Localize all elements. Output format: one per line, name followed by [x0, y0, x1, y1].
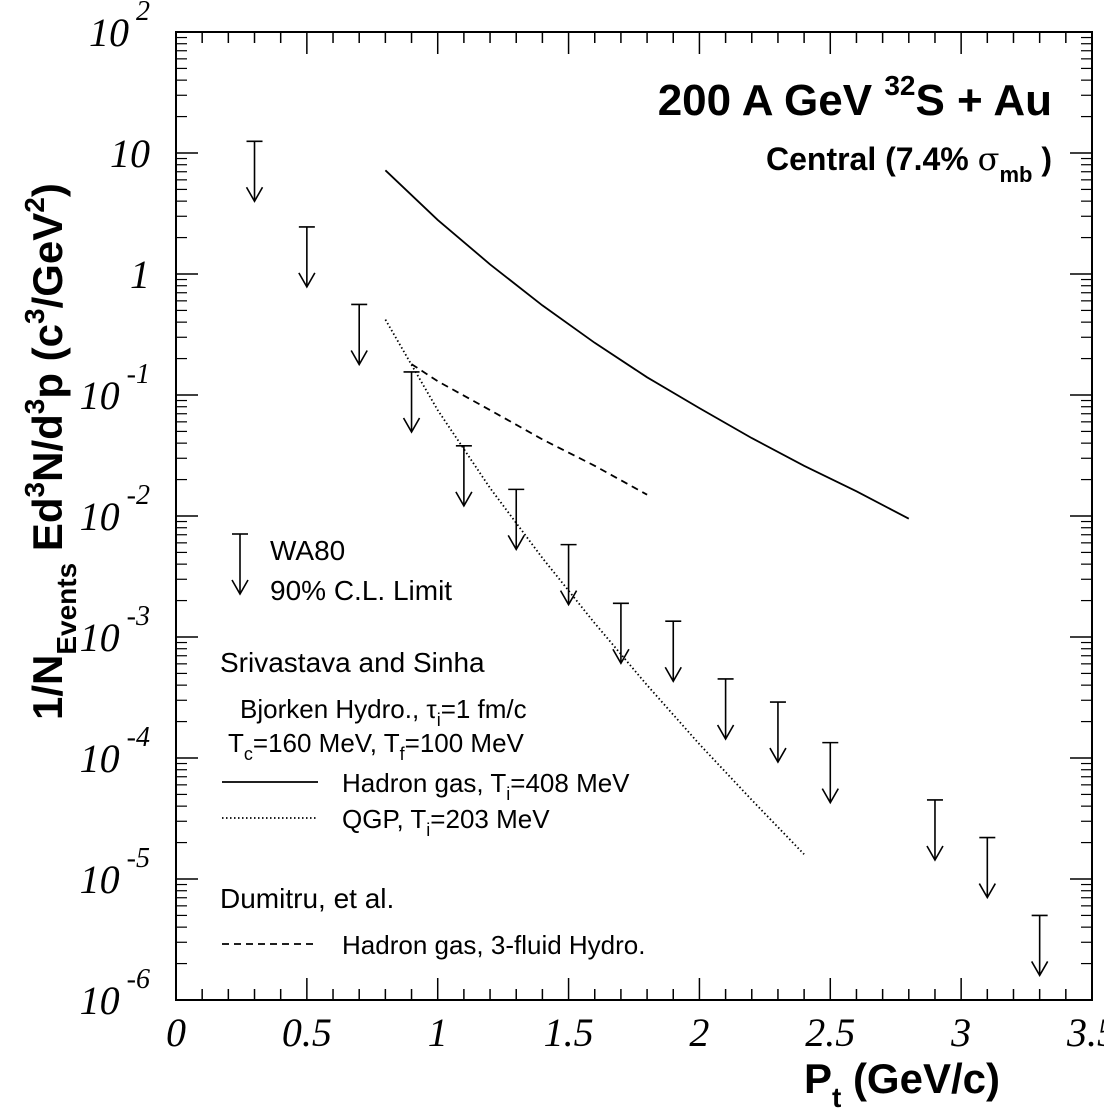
- limit-arrowhead: [1030, 961, 1049, 978]
- legend-series-2-label: QGP, Ti=203 MeV: [342, 804, 550, 840]
- x-tick-label: 0.5: [282, 1010, 332, 1055]
- limit-arrowhead: [507, 534, 525, 551]
- limit-point: [1030, 914, 1049, 978]
- limit-point: [612, 602, 630, 665]
- limit-arrowhead: [245, 186, 264, 203]
- y-tick-label: 10 2: [89, 0, 150, 55]
- limit-point: [298, 226, 316, 289]
- x-tick-label: 3: [950, 1010, 971, 1055]
- legend-series-1-label: Hadron gas, Ti=408 MeV: [342, 768, 630, 804]
- legend-cl-label: 90% C.L. Limit: [270, 575, 452, 606]
- limit-point: [716, 678, 735, 741]
- y-tick-label: 10 -5: [80, 843, 150, 902]
- limit-point: [245, 140, 264, 203]
- y-tick-label: 10 -2: [80, 480, 150, 539]
- limit-arrowhead: [559, 590, 578, 607]
- theory-curves: [384, 169, 910, 855]
- x-tick-labels: 0 0.5 1 1.5 2 2.5 3 3.5: [166, 1010, 1104, 1055]
- limit-point: [559, 543, 578, 607]
- legend-theory-header-2: Dumitru, et al.: [220, 883, 394, 914]
- axis-ticks: [175, 31, 1093, 1001]
- limit-arrowhead: [298, 272, 316, 289]
- series-line-3: [411, 363, 648, 496]
- x-axis-title: Pt (GeV/c): [804, 1055, 1000, 1113]
- legend-theory: Srivastava and Sinha Bjorken Hydro., τi=…: [220, 647, 645, 960]
- y-axis-title: 1/NEvents Ed3N/d3p (c3/GeV2): [19, 183, 82, 720]
- limit-arrowhead: [455, 491, 473, 508]
- y-tick-label: 10 -6: [80, 964, 150, 1023]
- limit-arrowhead: [402, 417, 421, 434]
- limit-arrowhead: [612, 648, 630, 665]
- limit-point: [507, 488, 525, 551]
- upper-limit-arrows: [245, 140, 1049, 1001]
- legend-theory-line-2: Tc=160 MeV, Tf=100 MeV: [228, 728, 525, 764]
- legend-wa80-label: WA80: [270, 535, 345, 566]
- y-tick-label: 1: [130, 252, 150, 297]
- limit-point: [350, 303, 368, 367]
- chart-title: 200 A GeV 32S + Au: [658, 70, 1052, 125]
- y-tick-label: 10 -3: [80, 601, 150, 660]
- legend-theory-header-1: Srivastava and Sinha: [220, 647, 485, 678]
- chart-subtitle: Central (7.4% σmb ): [766, 140, 1052, 187]
- legend-series-3-label: Hadron gas, 3-fluid Hydro.: [342, 930, 645, 960]
- legend-theory-line-1: Bjorken Hydro., τi=1 fm/c: [240, 694, 527, 730]
- limit-arrowhead: [821, 788, 839, 805]
- x-tick-label: 1.5: [544, 1010, 594, 1055]
- limit-arrowhead: [926, 845, 944, 862]
- y-tick-label: 10 -4: [80, 722, 150, 781]
- legend-wa80: WA80 90% C.L. Limit: [231, 533, 452, 606]
- x-tick-label: 2.5: [805, 1010, 855, 1055]
- series-line-1: [384, 169, 910, 520]
- y-tick-labels: 10 2 10 1 10 -1 10 -2 10 -3 10 -4 10 -5 10 -6: [80, 0, 150, 1023]
- limit-arrowhead: [978, 883, 997, 900]
- x-tick-label: 2: [689, 1010, 709, 1055]
- x-tick-label: 0: [166, 1010, 186, 1055]
- series-line-2: [384, 319, 805, 855]
- limit-point: [926, 799, 944, 862]
- x-tick-label: 1: [428, 1010, 448, 1055]
- limit-point: [664, 620, 682, 683]
- limit-point: [978, 836, 997, 900]
- x-tick-label: 3.5: [1066, 1010, 1104, 1055]
- limit-point: [455, 445, 473, 508]
- limit-point: [769, 701, 787, 764]
- limit-arrowhead: [716, 724, 735, 741]
- limit-point: [402, 371, 421, 434]
- limit-arrowhead: [664, 666, 682, 683]
- limit-point: [821, 741, 839, 805]
- limit-arrowhead: [769, 747, 787, 764]
- legend-arrow-icon: [231, 579, 249, 596]
- limit-arrowhead: [350, 350, 368, 367]
- plot-frame: [175, 31, 1093, 1001]
- y-tick-label: 10 -1: [80, 359, 150, 418]
- y-tick-label: 10: [110, 131, 150, 176]
